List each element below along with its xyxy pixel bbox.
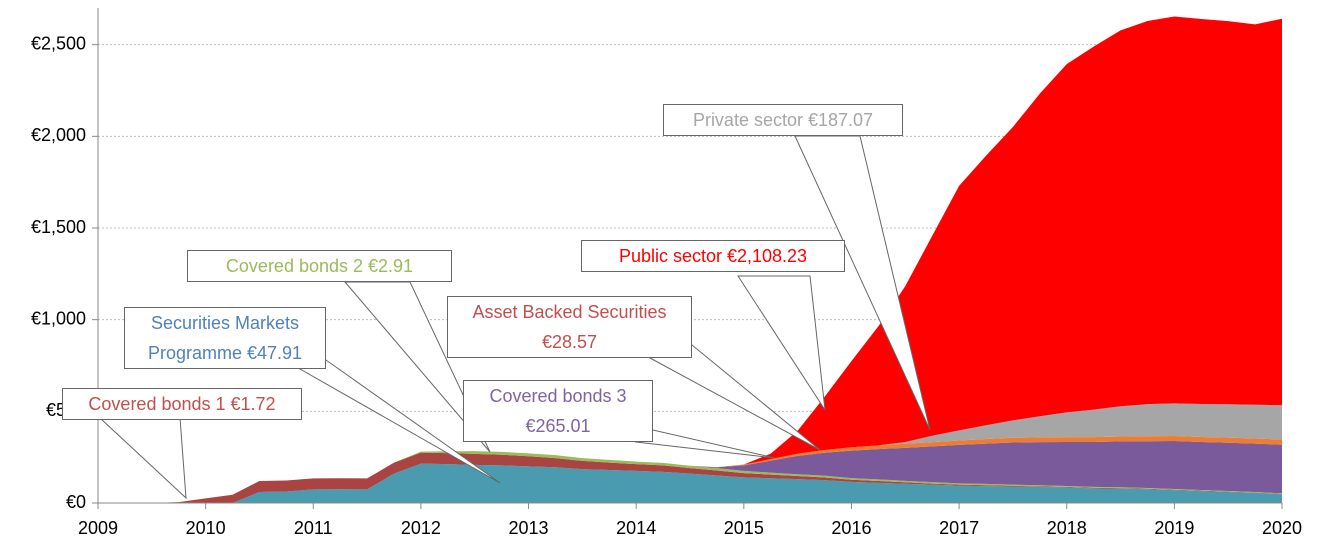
x-tick-label: 2020 [1262, 518, 1302, 538]
x-tick-label: 2017 [939, 518, 979, 538]
x-tick-label: 2016 [831, 518, 871, 538]
y-tick-label: €0 [66, 492, 86, 512]
callout: Securities Markets Programme €47.91 [124, 307, 326, 369]
callout: Private sector €187.07 [663, 104, 903, 136]
area [98, 16, 1282, 504]
x-tick-label: 2011 [294, 518, 333, 538]
area [98, 463, 1282, 503]
areas [98, 16, 1282, 504]
y-tick-label: €2,000 [31, 125, 86, 145]
area [98, 452, 1282, 503]
x-tick-label: 2012 [401, 518, 441, 538]
callout-pointers [98, 135, 931, 500]
callout-pointer [98, 417, 187, 500]
y-tick-label: €2,500 [31, 33, 86, 53]
callout: Covered bonds 3 €265.01 [463, 380, 653, 442]
x-tick-label: 2013 [509, 518, 549, 538]
x-tick-label: 2009 [78, 518, 118, 538]
area [98, 403, 1282, 503]
y-tick-label: €1,500 [31, 217, 86, 237]
callout-pointer [634, 429, 776, 459]
x-tick-label: 2010 [186, 518, 226, 538]
x-tick-label: 2014 [616, 518, 656, 538]
callout: Asset Backed Securities €28.57 [447, 296, 692, 358]
callout-pointer [343, 281, 491, 453]
axes: €0€500€1,000€1,500€2,000€2,5002009201020… [31, 8, 1302, 538]
callout-pointer [794, 135, 931, 431]
callout-pointer [737, 275, 826, 411]
area [98, 440, 1282, 503]
callout: Public sector €2,108.23 [581, 240, 845, 272]
y-tick-label: €1,000 [31, 308, 86, 328]
x-tick-label: 2015 [724, 518, 764, 538]
x-tick-label: 2018 [1047, 518, 1087, 538]
callout: Covered bonds 1 €1.72 [62, 388, 302, 420]
x-tick-label: 2019 [1154, 518, 1194, 538]
callout: Covered bonds 2 €2.91 [187, 250, 452, 282]
